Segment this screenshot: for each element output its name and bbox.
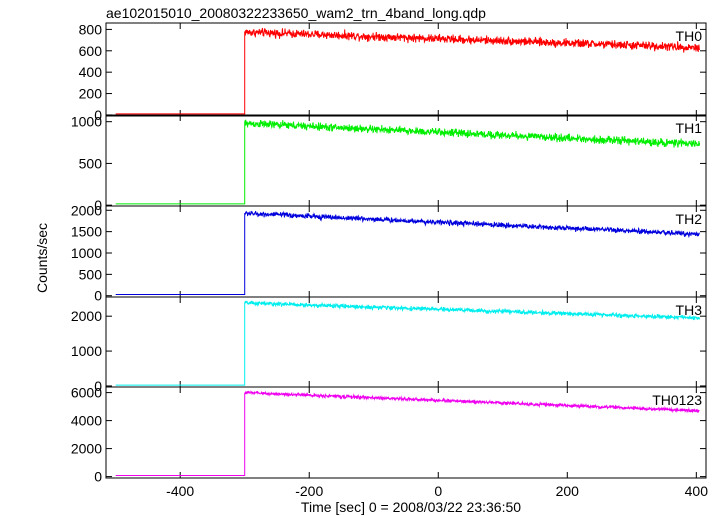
panel-label-th3: TH3 <box>676 302 703 318</box>
y-tick-label: 1000 <box>71 245 102 261</box>
x-tick-label: 400 <box>685 483 709 499</box>
panel-frame <box>105 114 707 207</box>
panel-label-th0: TH0 <box>676 28 703 44</box>
x-tick-label: -400 <box>166 483 194 499</box>
y-tick-label: 2000 <box>71 202 102 218</box>
y-tick-label: 1000 <box>71 114 102 130</box>
panel-label-th1: TH1 <box>676 120 703 136</box>
y-tick-label: 2000 <box>71 308 102 324</box>
y-tick-label: 2000 <box>71 441 102 457</box>
series-line-th1 <box>115 119 701 205</box>
y-tick-label: 0 <box>94 288 102 304</box>
y-tick-label: 4000 <box>71 413 102 429</box>
panel-label-th2: TH2 <box>676 211 703 227</box>
series-line-th3 <box>115 300 701 386</box>
y-tick-label: 600 <box>79 43 103 59</box>
panel-frame <box>105 22 707 117</box>
y-tick-label: 500 <box>79 155 103 171</box>
panel-th3: 0 1000 2000 TH3 <box>71 296 707 394</box>
chart-title: ae102015010_20080322233650_wam2_trn_4ban… <box>106 5 486 21</box>
y-tick-label: 0 <box>94 197 102 213</box>
y-tick-label: 400 <box>79 64 103 80</box>
y-tick-label: 1500 <box>71 224 102 240</box>
panel-frame <box>105 205 707 298</box>
series-line-th0123 <box>115 390 700 476</box>
y-tick-label: 0 <box>94 469 102 485</box>
panel-th1: 0 500 1000 TH1 <box>71 114 707 213</box>
series-line-th2 <box>115 210 700 295</box>
y-tick-label: 800 <box>79 21 103 37</box>
panels-group: 0 200 400 600 800 TH0 0 500 1000 TH1 0 500 1000 1500 2… <box>71 21 708 499</box>
y-tick-label: 0 <box>94 107 102 123</box>
series-line-th0 <box>115 27 701 115</box>
x-tick-label: -200 <box>295 483 323 499</box>
panel-frame <box>105 386 707 479</box>
y-tick-label: 500 <box>79 266 103 282</box>
panel-th2: 0 500 1000 1500 2000 TH2 <box>71 202 707 304</box>
panel-th0: 0 200 400 600 800 TH0 <box>79 21 707 123</box>
panel-label-th0123: TH0123 <box>652 392 702 408</box>
panel-th0123: 0 2000 4000 6000 TH0123 -400 -200 0 200 400 <box>71 385 708 499</box>
y-axis-label: Counts/sec <box>34 223 50 293</box>
y-tick-label: 1000 <box>71 343 102 359</box>
y-tick-label: 0 <box>94 378 102 394</box>
x-tick-label: 200 <box>556 483 580 499</box>
y-tick-label: 6000 <box>71 385 102 401</box>
y-tick-label: 200 <box>79 86 103 102</box>
x-axis-label: Time [sec] 0 = 2008/03/22 23:36:50 <box>301 499 521 515</box>
panel-frame <box>105 296 707 388</box>
x-tick-label: 0 <box>434 483 442 499</box>
